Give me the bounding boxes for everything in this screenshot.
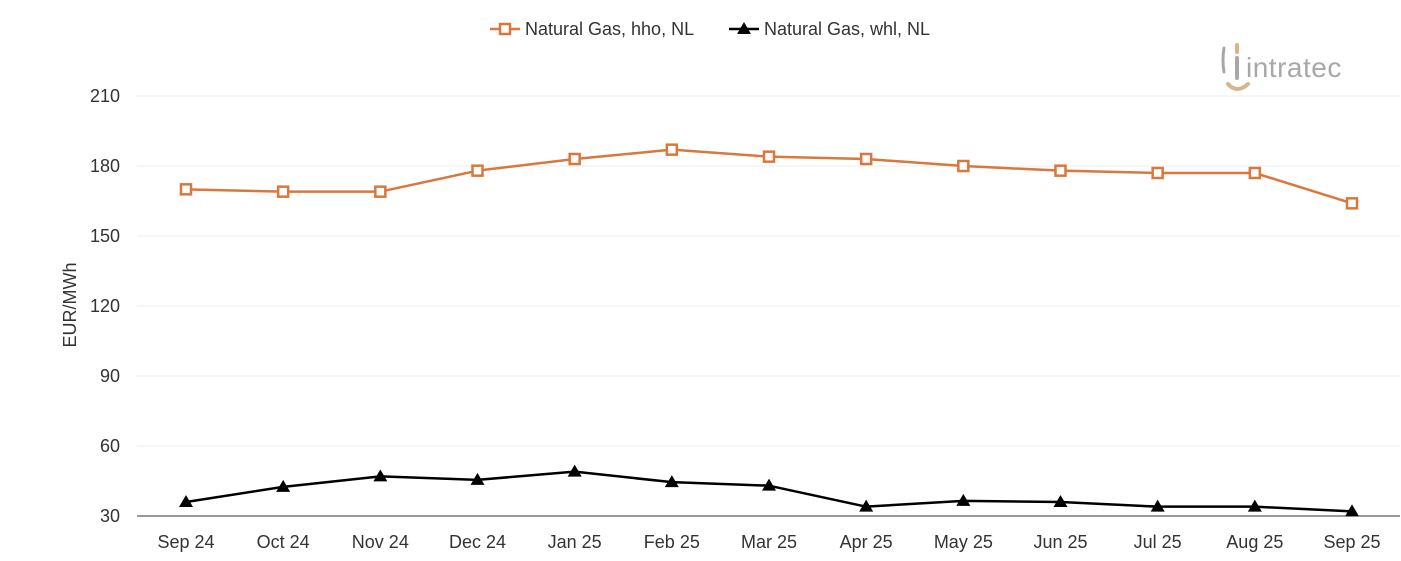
data-point xyxy=(859,499,874,512)
series-1 xyxy=(179,143,1359,210)
data-point xyxy=(374,185,387,198)
y-tick-label: 180 xyxy=(90,156,120,176)
x-tick-label: Nov 24 xyxy=(352,532,409,552)
data-point xyxy=(1054,164,1067,177)
data-point xyxy=(1345,197,1359,210)
x-tick-label: Jun 25 xyxy=(1033,532,1087,552)
data-point xyxy=(1151,166,1164,180)
data-point xyxy=(1345,504,1359,517)
data-point xyxy=(179,495,193,507)
data-point xyxy=(737,22,751,34)
data-point xyxy=(762,478,776,491)
data-point xyxy=(276,185,290,198)
data-point xyxy=(470,472,485,485)
legend-label: Natural Gas, whl, NL xyxy=(764,19,930,39)
x-axis-ticks: Sep 24 Oct 24 Nov 24 Dec 24 Jan 25 Feb 25 Mar … xyxy=(157,532,1380,552)
data-point xyxy=(568,152,581,166)
data-point xyxy=(956,493,971,506)
data-point xyxy=(859,152,873,166)
y-axis-ticks: 30 60 90 120 150 180 210 xyxy=(90,86,120,526)
legend-label: Natural Gas, hho, NL xyxy=(525,19,694,39)
legend: Natural Gas, hho, NL Natural Gas, whl, NL xyxy=(490,19,930,39)
grid xyxy=(137,95,1400,447)
data-point xyxy=(1248,166,1262,180)
data-point xyxy=(665,143,679,156)
legend-item-1: Natural Gas, hho, NL xyxy=(490,19,694,39)
x-tick-label: May 25 xyxy=(934,532,993,552)
y-tick-label: 60 xyxy=(100,436,120,456)
y-axis-title: EUR/MWh xyxy=(60,263,80,348)
x-tick-label: Sep 24 xyxy=(157,532,214,552)
data-point xyxy=(664,475,679,488)
x-tick-label: Sep 25 xyxy=(1323,532,1380,552)
logo-text: intratec xyxy=(1246,52,1342,83)
data-point xyxy=(957,159,970,173)
x-tick-label: Jan 25 xyxy=(548,532,602,552)
series-line xyxy=(185,470,1353,513)
intratec-logo: intratec xyxy=(1221,43,1342,91)
data-point xyxy=(471,164,484,177)
series-2 xyxy=(179,464,1359,517)
y-tick-label: 90 xyxy=(100,366,120,386)
x-tick-label: Jul 25 xyxy=(1134,532,1182,552)
series-layer xyxy=(179,143,1359,517)
x-tick-label: Feb 25 xyxy=(644,532,700,552)
y-tick-label: 30 xyxy=(100,506,120,526)
y-tick-label: 150 xyxy=(90,226,120,246)
y-tick-label: 210 xyxy=(90,86,120,106)
y-tick-label: 120 xyxy=(90,296,120,316)
data-point xyxy=(762,150,776,163)
data-point xyxy=(373,469,388,482)
data-point xyxy=(179,183,193,196)
data-point xyxy=(1053,495,1068,507)
data-point xyxy=(1150,499,1165,512)
x-tick-label: Dec 24 xyxy=(449,532,506,552)
x-tick-label: Aug 25 xyxy=(1226,532,1283,552)
data-point xyxy=(498,22,512,36)
data-point xyxy=(276,479,291,492)
data-point xyxy=(1247,499,1262,512)
x-tick-label: Oct 24 xyxy=(257,532,310,552)
logo-mark-icon xyxy=(1221,43,1250,91)
legend-item-2: Natural Gas, whl, NL xyxy=(729,19,930,39)
x-tick-label: Mar 25 xyxy=(741,532,797,552)
data-point xyxy=(567,464,582,477)
x-tick-label: Apr 25 xyxy=(840,532,893,552)
